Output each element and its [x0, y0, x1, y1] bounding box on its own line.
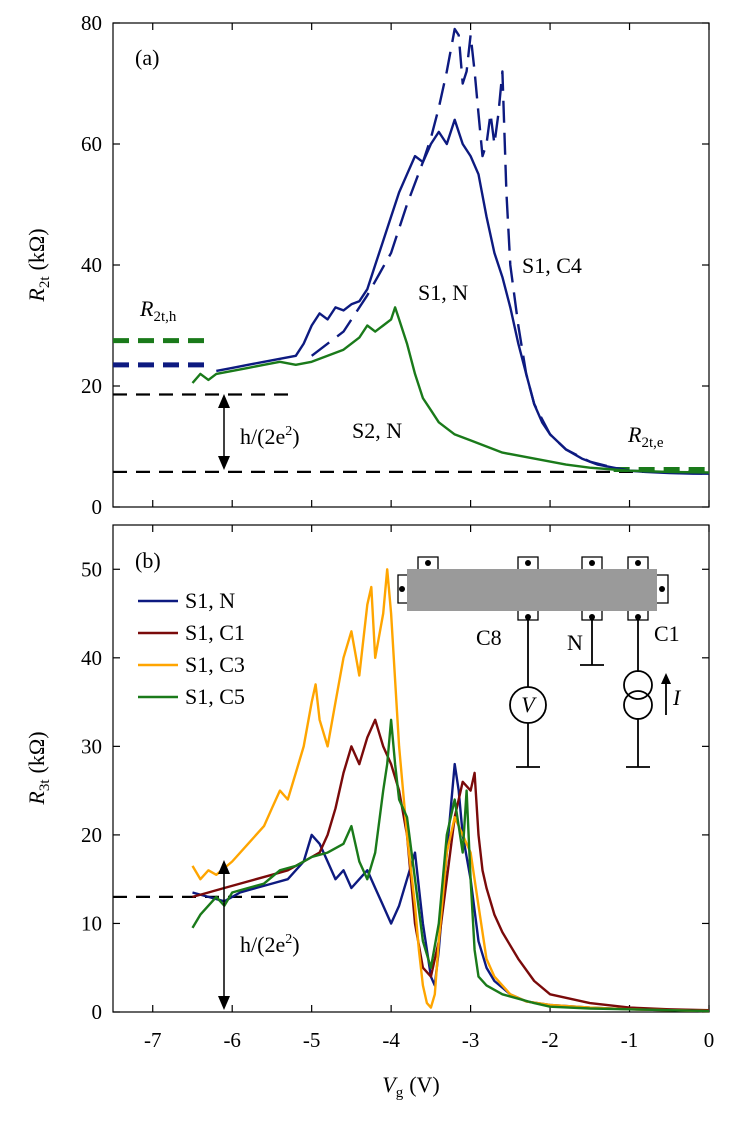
annotation-s1-n: S1, N — [418, 280, 468, 305]
series-line-s1-c5 — [191, 718, 710, 1013]
series-line-s2-n — [191, 306, 710, 474]
y-tick-label: 0 — [92, 1000, 103, 1024]
y-tick-label: 20 — [81, 823, 102, 847]
hall-bar-channel — [407, 569, 657, 611]
y-tick-label: 10 — [81, 911, 102, 935]
current-label: I — [672, 685, 682, 710]
panel-a-label: (a) — [135, 45, 159, 70]
x-tick-label: -6 — [223, 1028, 241, 1052]
x-axis-label: Vg (V) — [382, 1072, 440, 1101]
y-tick-label: 60 — [81, 132, 102, 156]
panel-a-frame — [112, 22, 710, 508]
y-tick-label: 20 — [81, 374, 102, 398]
legend-label-s1-n: S1, N — [185, 588, 235, 613]
circuit-inset: V I C8 N C1 — [397, 556, 682, 768]
contact-label-c8: C8 — [476, 625, 502, 650]
x-tick-label: -1 — [621, 1028, 639, 1052]
legend-label-s1-c1: S1, C1 — [185, 620, 245, 645]
series-line-s1-c1 — [192, 718, 710, 1012]
contact-dot — [589, 560, 595, 566]
x-tick-label: -4 — [382, 1028, 400, 1052]
current-arrow — [661, 673, 671, 715]
legend: S1, N S1, C1 S1, C3 S1, C5 — [138, 588, 245, 709]
x-tick-label: -2 — [541, 1028, 559, 1052]
panel-b-ylabel: R3t(kΩ) — [24, 731, 53, 805]
y-tick-label: 40 — [81, 646, 102, 670]
contact-dot — [659, 586, 665, 592]
h-2e2-arrow-a — [218, 394, 230, 470]
panel-a-ylabel: R2t(kΩ) — [24, 228, 53, 302]
series-line-s1-c4 — [310, 27, 710, 475]
panel-b-label: (b) — [135, 548, 161, 573]
contact-dot — [399, 586, 405, 592]
y-tick-label: 80 — [81, 11, 102, 35]
y-tick-label: 50 — [81, 557, 102, 581]
x-tick-label: -7 — [144, 1028, 162, 1052]
voltmeter-symbol — [509, 686, 547, 724]
contact-dot — [525, 560, 531, 566]
panel-b-ticks: -7 -6 -5 -4 -3 -2 -1 0 0 10 20 30 40 50 — [81, 525, 714, 1052]
annotation-h-2e2-a: h/(2e2) — [240, 424, 300, 449]
x-tick-label: -5 — [303, 1028, 321, 1052]
y-tick-label: 0 — [92, 495, 103, 519]
contact-label-c1: C1 — [654, 621, 680, 646]
panel-b-series — [191, 568, 710, 1013]
annotation-r2t-h: R2t,h — [139, 296, 177, 325]
y-tick-label: 40 — [81, 253, 102, 277]
series-line-s1-c3 — [191, 568, 710, 1013]
h-2e2-arrow-b — [218, 860, 230, 1010]
panel-b-frame — [112, 524, 710, 1013]
contact-label-n: N — [567, 630, 583, 655]
current-source-symbol — [623, 670, 653, 720]
y-tick-label: 30 — [81, 734, 102, 758]
contact-dot — [635, 560, 641, 566]
x-tick-label: -3 — [462, 1028, 480, 1052]
voltmeter-label: V — [521, 692, 537, 717]
annotation-h-2e2-b: h/(2e2) — [240, 932, 300, 957]
contact-dot — [425, 560, 431, 566]
series-line-s1-n — [192, 762, 710, 1013]
x-tick-label: 0 — [704, 1028, 715, 1052]
annotation-s1-c4: S1, C4 — [522, 253, 582, 278]
annotation-r2t-e: R2t,e — [627, 422, 664, 451]
panel-a-ticks: 0 20 40 60 80 — [81, 11, 710, 519]
annotation-s2-n: S2, N — [352, 418, 402, 443]
panel-a-series — [191, 27, 710, 475]
legend-label-s1-c3: S1, C3 — [185, 652, 245, 677]
legend-label-s1-c5: S1, C5 — [185, 684, 245, 709]
